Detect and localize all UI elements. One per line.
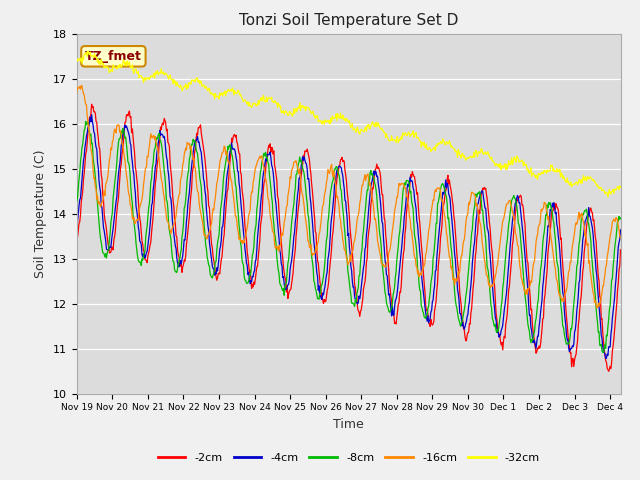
Title: Tonzi Soil Temperature Set D: Tonzi Soil Temperature Set D [239,13,458,28]
Text: TZ_fmet: TZ_fmet [85,50,142,63]
X-axis label: Time: Time [333,418,364,431]
Legend: -2cm, -4cm, -8cm, -16cm, -32cm: -2cm, -4cm, -8cm, -16cm, -32cm [153,448,545,467]
Y-axis label: Soil Temperature (C): Soil Temperature (C) [35,149,47,278]
